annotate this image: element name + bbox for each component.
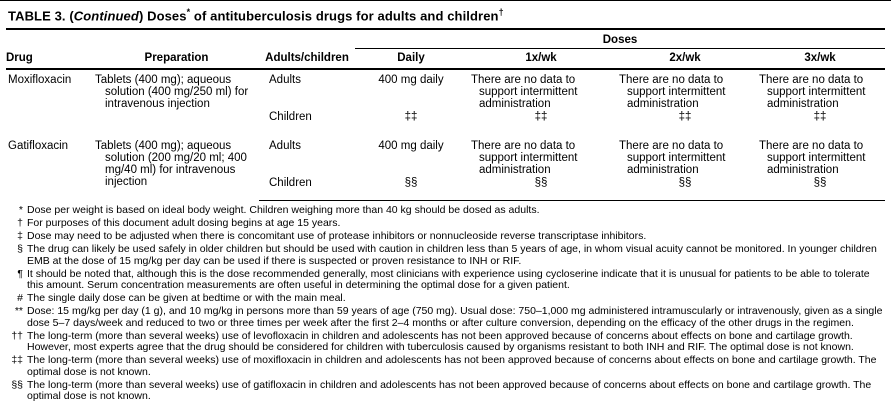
footnote-marker: ** (14, 305, 23, 318)
no-data-text: There are no data to support intermitten… (619, 140, 726, 177)
table-row-moxifloxacin-adults: Moxifloxacin Tablets (400 mg); aqueous s… (6, 69, 885, 111)
footnote-marker: †† (11, 329, 23, 342)
title-part-suffix: of antituberculosis drugs for adults and… (190, 8, 499, 24)
no-data-text: There are no data to support intermitten… (471, 140, 578, 177)
dose-3x-wk-footnote-ref: §§ (755, 177, 886, 202)
dose-3x-wk-footnote-ref: ‡‡ (813, 111, 827, 124)
col-header-3x-wk: 3x/wk (755, 48, 886, 71)
doses-group-header-row: Doses (6, 30, 886, 50)
footnote-text: The long-term (more than several weeks) … (27, 354, 877, 378)
footnote-text: Dose per weight is based on ideal body w… (27, 204, 540, 217)
empty-header-cell (259, 30, 355, 49)
col-header-daily: Daily (355, 48, 467, 71)
column-header-row: Drug Preparation Adults/children Daily 1… (6, 48, 886, 71)
title-part-doses: ) Doses (138, 8, 187, 24)
dose-1x-wk-footnote-ref: §§ (467, 177, 615, 202)
footnote-item: ‡‡ The long-term (more than several week… (6, 355, 883, 378)
dose-1x-wk-cell: There are no data to support intermitten… (467, 134, 615, 177)
preparation-text: Tablets (400 mg); aqueous solution (400 … (95, 74, 249, 111)
dose-2x-wk-cell: There are no data to support intermitten… (615, 69, 755, 111)
footnote-marker: ¶ (17, 267, 23, 280)
doses-table: Doses Drug Preparation Adults/children D… (6, 30, 886, 202)
footnote-marker: ‡ (17, 230, 23, 243)
no-data-text: There are no data to support intermitten… (619, 74, 726, 111)
adults-label-cell: Adults (269, 140, 301, 153)
col-header-1x-wk: 1x/wk (467, 48, 615, 71)
footnote-item: ¶ It should be noted that, although this… (6, 267, 883, 292)
footnote-ref-asterisk: * (186, 7, 191, 17)
table-row-moxifloxacin-children: Children ‡‡ ‡‡ ‡‡ ‡‡ (6, 111, 885, 134)
footnote-text: The long-term (more than several weeks) … (27, 329, 854, 354)
footnote-item: § The drug can likely be used safely in … (6, 244, 883, 267)
no-data-text: There are no data to support intermitten… (759, 74, 866, 111)
no-data-text: There are no data to support intermitten… (759, 140, 866, 177)
footnote-item: ** Dose: 15 mg/kg per day (1 g), and 10 … (6, 306, 883, 329)
dose-daily-footnote-ref: §§ (355, 177, 467, 202)
footnote-text: The drug can likely be used safely in ol… (27, 243, 877, 267)
children-label-cell: Children (259, 177, 355, 202)
dose-3x-wk-cell: There are no data to support intermitten… (755, 69, 885, 111)
footnote-item: # The single daily dose can be given at … (6, 293, 883, 305)
dose-daily-cell: 400 mg daily (378, 74, 444, 87)
no-data-text: There are no data to support intermitten… (471, 74, 578, 111)
divider-under-title (6, 28, 885, 31)
footnote-text: Dose: 15 mg/kg per day (1 g), and 10 mg/… (27, 305, 883, 329)
table-row-gatifloxacin-adults: Gatifloxacin Tablets (400 mg); aqueous s… (6, 134, 885, 188)
col-header-2x-wk: 2x/wk (615, 48, 755, 71)
footnote-item: † For purposes of this document adult do… (6, 218, 883, 230)
title-part-continued: Continued (73, 8, 139, 24)
dose-1x-wk-cell: There are no data to support intermitten… (467, 69, 615, 111)
col-header-adults-children: Adults/children (259, 48, 355, 71)
footnote-item: ‡ Dose may need to be adjusted when ther… (6, 231, 883, 243)
dose-daily-cell: 400 mg daily (378, 140, 444, 153)
col-header-drug: Drug (6, 48, 94, 71)
drug-name-cell: Moxifloxacin (8, 74, 72, 87)
table-row-gatifloxacin-children: Children §§ §§ §§ §§ (6, 177, 886, 202)
dose-2x-wk-footnote-ref: §§ (615, 177, 755, 202)
preparation-text: Tablets (400 mg); aqueous solution (200 … (95, 140, 247, 189)
empty-header-cell (94, 30, 259, 49)
dose-2x-wk-footnote-ref: ‡‡ (678, 111, 692, 124)
drug-name-cell: Gatifloxacin (8, 140, 69, 153)
footnote-marker: † (17, 217, 23, 230)
footnote-text: The long-term (more than several weeks) … (27, 378, 872, 403)
footnotes-section: * Dose per weight is based on ideal body… (6, 201, 885, 403)
footnote-marker: § (17, 243, 23, 256)
footnote-marker: ‡‡ (11, 354, 23, 367)
preparation-cell: Tablets (400 mg); aqueous solution (400 … (94, 69, 259, 134)
col-group-header-doses: Doses (355, 30, 886, 50)
col-header-preparation: Preparation (94, 48, 259, 71)
footnote-item: †† The long-term (more than several week… (6, 329, 883, 354)
footnote-text: It should be noted that, although this i… (27, 267, 870, 292)
footnote-marker: * (18, 204, 23, 217)
children-label-cell: Children (269, 111, 312, 124)
footnote-text: The single daily dose can be given at be… (27, 292, 346, 305)
table-title: TABLE 3. (Continued) Doses* of antituber… (6, 1, 885, 28)
footnote-item: * Dose per weight is based on ideal body… (6, 205, 883, 217)
table-header: Doses Drug Preparation Adults/children D… (6, 30, 886, 71)
footnote-item: §§ The long-term (more than several week… (6, 378, 883, 403)
adults-label-cell: Adults (269, 74, 301, 87)
dose-daily-footnote-ref: ‡‡ (404, 111, 418, 124)
table-body: Moxifloxacin Tablets (400 mg); aqueous s… (6, 69, 886, 202)
footnote-marker: §§ (11, 378, 23, 391)
footnote-text: Dose may need to be adjusted when there … (27, 230, 647, 243)
empty-header-cell (6, 30, 94, 49)
dose-1x-wk-footnote-ref: ‡‡ (534, 111, 548, 124)
preparation-cell: Tablets (400 mg); aqueous solution (200 … (94, 134, 259, 201)
footnote-ref-dagger: † (498, 7, 504, 17)
footnote-marker: # (17, 292, 23, 305)
dose-3x-wk-cell: There are no data to support intermitten… (755, 134, 885, 177)
footnote-text: For purposes of this document adult dosi… (27, 217, 341, 230)
title-part-prefix: TABLE 3. ( (8, 8, 74, 24)
dose-2x-wk-cell: There are no data to support intermitten… (615, 134, 755, 177)
